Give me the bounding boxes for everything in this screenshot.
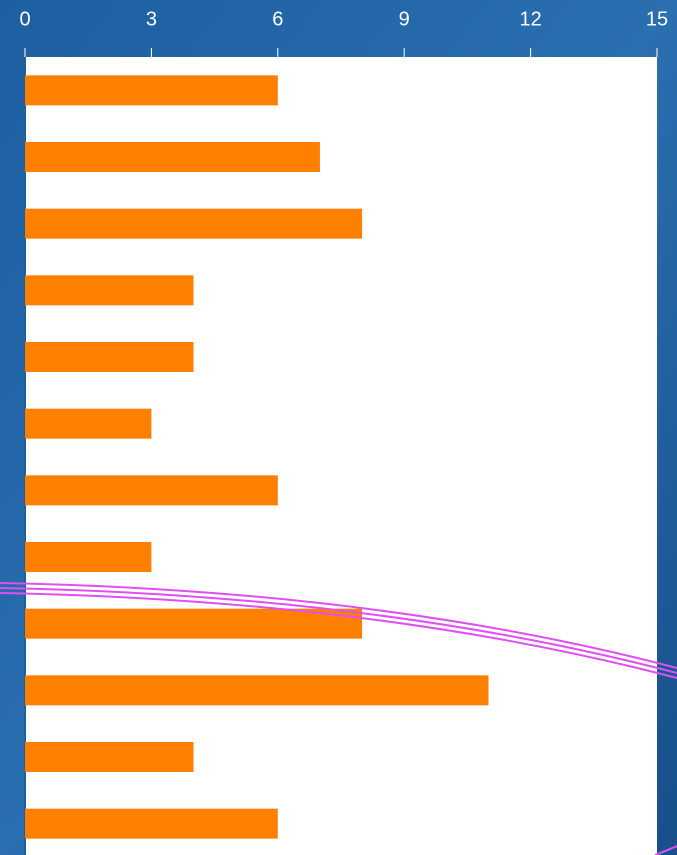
bar (25, 475, 278, 506)
x-tick-label: 12 (519, 8, 541, 30)
bar (25, 75, 278, 106)
bar (25, 275, 194, 306)
plot-area (25, 57, 657, 855)
bar (25, 542, 152, 572)
bar (25, 608, 363, 639)
x-tick-label: 9 (399, 8, 410, 30)
bar (25, 675, 489, 706)
bar (25, 808, 278, 839)
bar (25, 208, 363, 239)
x-tick-label: 3 (146, 8, 157, 30)
x-tick-label: 0 (19, 8, 30, 30)
bar (25, 408, 152, 439)
bar (25, 342, 194, 372)
bar (25, 142, 320, 172)
decoration (0, 582, 677, 855)
x-tick-label: 6 (272, 8, 283, 30)
bars (25, 75, 489, 839)
x-tick-label: 15 (646, 8, 668, 30)
bar (25, 742, 194, 772)
